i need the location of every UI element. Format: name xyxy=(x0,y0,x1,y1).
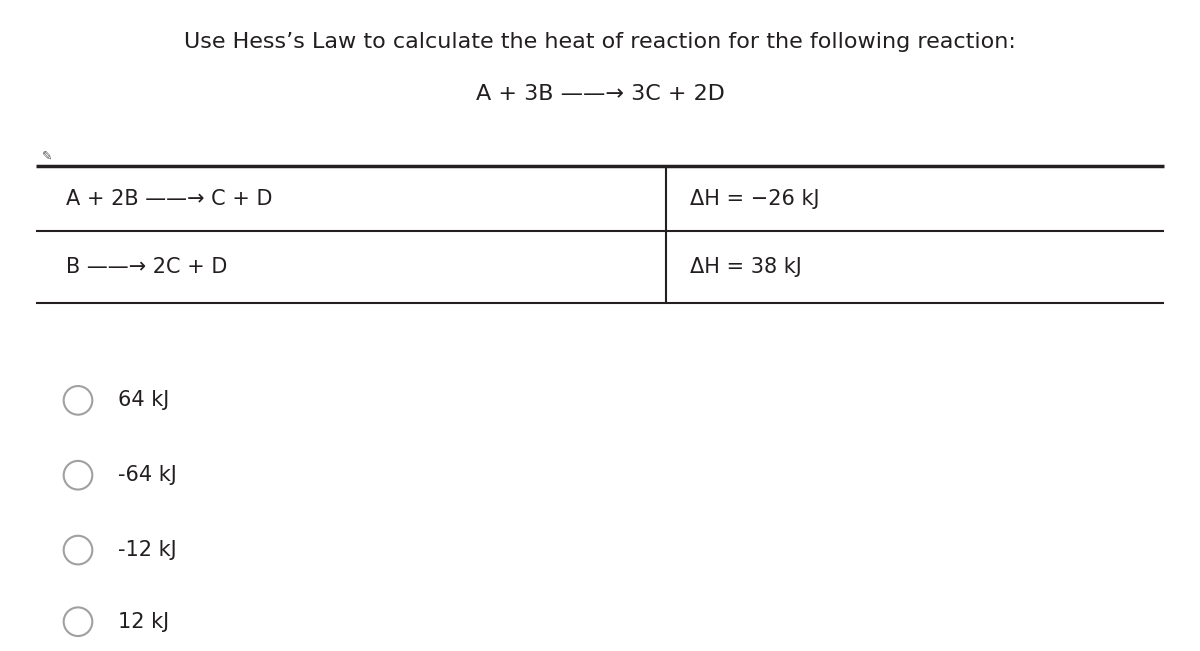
Text: -12 kJ: -12 kJ xyxy=(118,540,176,560)
Text: ΔH = 38 kJ: ΔH = 38 kJ xyxy=(690,257,802,277)
Text: ΔH = −26 kJ: ΔH = −26 kJ xyxy=(690,189,820,208)
Text: Use Hess’s Law to calculate the heat of reaction for the following reaction:: Use Hess’s Law to calculate the heat of … xyxy=(184,33,1016,52)
Text: A + 3B ——→ 3C + 2D: A + 3B ——→ 3C + 2D xyxy=(475,85,725,104)
Text: 12 kJ: 12 kJ xyxy=(118,612,169,631)
Text: -64 kJ: -64 kJ xyxy=(118,465,176,485)
Text: ✎: ✎ xyxy=(42,150,53,163)
Text: 64 kJ: 64 kJ xyxy=(118,391,169,410)
Text: A + 2B ——→ C + D: A + 2B ——→ C + D xyxy=(66,189,272,208)
Text: B ——→ 2C + D: B ——→ 2C + D xyxy=(66,257,227,277)
